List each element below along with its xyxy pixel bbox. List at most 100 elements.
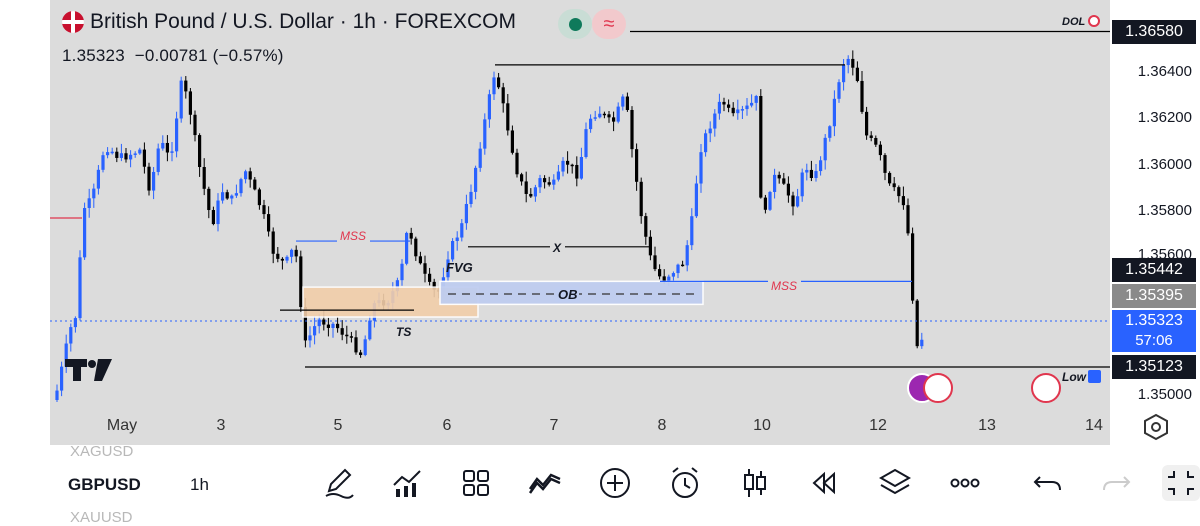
prev-symbol[interactable]: XAGUSD xyxy=(70,443,134,460)
candle-body xyxy=(538,178,542,188)
plot-background[interactable] xyxy=(50,0,1110,410)
candle-body xyxy=(533,187,537,197)
candle-type-icon[interactable] xyxy=(737,465,773,501)
candle-body xyxy=(460,223,464,238)
y-tick-label: 1.36000 xyxy=(1137,156,1192,173)
candle-body xyxy=(727,104,731,108)
candle-body xyxy=(129,154,133,160)
y-tick-label: 1.36400 xyxy=(1137,63,1192,80)
candle-body xyxy=(805,169,809,173)
candle-body xyxy=(846,58,850,66)
x-tick-label: 14 xyxy=(1085,417,1103,434)
candle-body xyxy=(285,256,289,261)
candle-body xyxy=(809,169,813,179)
candle-body xyxy=(207,188,211,211)
y-tick-label: 1.35000 xyxy=(1137,386,1192,403)
candle-body xyxy=(676,264,680,274)
replay-mode-indicator[interactable]: ≈ xyxy=(592,9,626,39)
candle-body xyxy=(671,273,675,277)
candle-body xyxy=(290,249,294,257)
indicators-icon[interactable] xyxy=(390,465,426,501)
candle-body xyxy=(658,269,662,277)
candle-body xyxy=(699,152,703,184)
candle-body xyxy=(543,178,547,183)
candle-body xyxy=(92,188,96,199)
candle-body xyxy=(547,182,551,185)
candle-body xyxy=(464,203,468,224)
candle-body xyxy=(188,91,192,115)
candle-body xyxy=(731,107,735,114)
candle-body xyxy=(455,237,459,242)
candle-body xyxy=(317,319,321,327)
price-badge-low: 1.35123 xyxy=(1112,355,1196,379)
x-tick-label: 7 xyxy=(549,417,559,434)
candle-body xyxy=(685,245,689,266)
candle-body xyxy=(694,183,698,217)
candle-body xyxy=(874,137,878,145)
candle-body xyxy=(740,109,744,111)
candle-body xyxy=(667,276,671,281)
candle-body xyxy=(165,142,169,153)
candle-body xyxy=(138,149,142,154)
candle-body xyxy=(510,130,514,153)
candle-body xyxy=(653,255,657,270)
layers-icon[interactable] xyxy=(877,465,913,501)
candle-body xyxy=(211,210,215,225)
candlestick-chart[interactable]: MSS MSS FVG OB X TS DOL Low xyxy=(0,0,1200,445)
candle-body xyxy=(133,153,137,155)
candle-body xyxy=(520,174,524,182)
candle-body xyxy=(73,318,77,328)
alarm-icon[interactable] xyxy=(667,465,703,501)
candle-body xyxy=(575,164,579,179)
candle-body xyxy=(110,151,114,154)
candle-body xyxy=(221,192,225,201)
candle-body xyxy=(336,323,340,329)
plus-icon[interactable] xyxy=(597,465,633,501)
candle-body xyxy=(152,171,156,191)
candle-body xyxy=(777,174,781,179)
gbp-flag-icon xyxy=(62,11,84,33)
market-open-indicator[interactable] xyxy=(558,9,592,39)
candle-body xyxy=(216,200,220,225)
candle-body xyxy=(897,187,901,197)
x-tick-label: 6 xyxy=(442,417,452,434)
bottom-toolbar: XAGUSD GBPUSD XAUUSD 1h xyxy=(0,443,1200,526)
candle-body xyxy=(280,258,284,261)
candle-body xyxy=(722,101,726,105)
symbol-title[interactable]: British Pound / U.S. Dollar · 1h · FOREX… xyxy=(90,10,516,33)
candle-body xyxy=(101,155,105,170)
chart-settings-icon[interactable] xyxy=(1142,413,1170,441)
next-symbol[interactable]: XAUUSD xyxy=(70,509,133,526)
candle-body xyxy=(832,98,836,127)
candle-body xyxy=(106,152,110,156)
candle-body xyxy=(446,259,450,278)
us-flag-icon[interactable] xyxy=(923,373,953,403)
mss-right-label-bg xyxy=(768,278,801,293)
candle-body xyxy=(915,300,919,347)
layout-icon[interactable] xyxy=(458,465,494,501)
candle-body xyxy=(423,263,427,274)
interval-selector[interactable]: 1h xyxy=(190,475,209,494)
symbol-selector[interactable]: GBPUSD xyxy=(68,475,141,494)
redo-icon[interactable] xyxy=(1098,465,1134,501)
replay-icon[interactable] xyxy=(806,465,842,501)
candle-body xyxy=(248,171,252,180)
candle-body xyxy=(78,257,82,319)
candle-body xyxy=(621,96,625,107)
candle-body xyxy=(308,335,312,341)
pencil-icon[interactable] xyxy=(321,465,357,501)
undo-icon[interactable] xyxy=(1030,465,1066,501)
patterns-icon[interactable] xyxy=(527,465,563,501)
more-icon[interactable] xyxy=(947,465,983,501)
candle-body xyxy=(501,87,505,104)
fullscreen-icon[interactable] xyxy=(1162,465,1200,501)
x-tick-label: May xyxy=(106,417,138,434)
tradingview-logo-icon xyxy=(65,359,112,381)
us-flag-icon[interactable] xyxy=(1031,373,1061,403)
mss-left-label: MSS xyxy=(340,229,366,243)
candle-body xyxy=(359,352,363,356)
candle-body xyxy=(225,192,229,199)
chart-area[interactable]: MSS MSS FVG OB X TS DOL Low British Pound / U.S… xyxy=(0,0,1200,445)
price-badge-current: 1.35323 57:06 xyxy=(1112,310,1196,352)
x-axis-background[interactable] xyxy=(50,410,1110,445)
